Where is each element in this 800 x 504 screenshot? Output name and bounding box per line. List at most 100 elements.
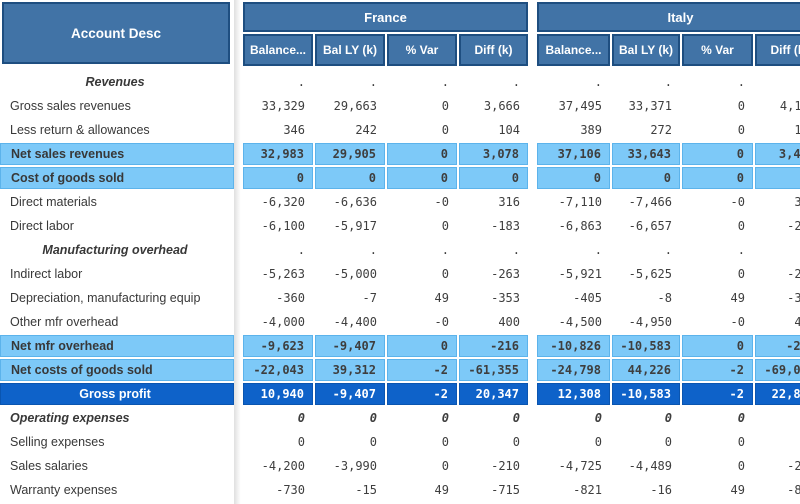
cell-france-pct-var: 0 — [387, 335, 457, 357]
column-group-italy: Italy Balance... Bal LY (k) % Var Diff (… — [537, 2, 800, 66]
cell-france-diff: -61,355 — [459, 359, 528, 381]
col-header-france-balance[interactable]: Balance... — [243, 34, 313, 66]
cell-france-diff: . — [512, 243, 520, 257]
group-header-italy[interactable]: Italy — [537, 2, 800, 32]
cell-italy-bal-ly: 33,371 — [628, 99, 672, 113]
row-label[interactable]: Net mfr overhead — [0, 335, 234, 357]
cell-italy-balance: 0 — [594, 411, 602, 425]
row-label[interactable]: Depreciation, manufacturing equip — [10, 291, 201, 305]
table-row[interactable]: Manufacturing overhead . . . . . . . . — [0, 238, 800, 262]
cell-italy-balance: 0 — [594, 435, 602, 449]
cell-italy-balance: 37,106 — [537, 143, 610, 165]
row-label[interactable]: Less return & allowances — [10, 123, 150, 137]
cell-italy-bal-ly: -4,950 — [628, 315, 672, 329]
italy-subheader-row: Balance... Bal LY (k) % Var Diff (k) — [537, 34, 800, 66]
cell-france-balance: 10,940 — [243, 383, 313, 405]
table-row[interactable]: Indirect labor -5,263 -5,000 0 -263 -5,9… — [0, 262, 800, 286]
cell-france-balance: -9,623 — [243, 335, 313, 357]
cell-france-balance: -360 — [276, 291, 305, 305]
cell-italy-diff: -805 — [787, 483, 800, 497]
cell-france-diff: -715 — [491, 483, 520, 497]
col-header-france-bal-ly[interactable]: Bal LY (k) — [315, 34, 385, 66]
pivot-body: Revenues . . . . . . . . Gross sales rev… — [0, 70, 800, 502]
table-row[interactable]: Sales salaries -4,200 -3,990 0 -210 -4,7… — [0, 454, 800, 478]
cell-france-diff: 0 — [512, 435, 520, 449]
cell-italy-bal-ly: -7,466 — [628, 195, 672, 209]
row-label[interactable]: Gross profit — [0, 383, 234, 405]
row-label[interactable]: Net costs of goods sold — [0, 359, 234, 381]
cell-italy-pct-var: 0 — [737, 219, 745, 233]
table-row[interactable]: Selling expenses 0 0 0 0 0 0 0 0 — [0, 430, 800, 454]
cell-italy-diff: 4,124 — [779, 99, 800, 113]
cell-italy-pct-var: -2 — [682, 383, 753, 405]
row-label[interactable]: Net sales revenues — [0, 143, 234, 165]
cell-italy-bal-ly: -5,625 — [628, 267, 672, 281]
row-label[interactable]: Direct labor — [10, 219, 74, 233]
cell-france-bal-ly: 0 — [369, 435, 377, 449]
table-row[interactable]: Depreciation, manufacturing equip -360 -… — [0, 286, 800, 310]
col-header-italy-pct-var[interactable]: % Var — [682, 34, 753, 66]
cell-france-balance: -5,263 — [261, 267, 305, 281]
cell-italy-pct-var: -2 — [682, 359, 753, 381]
cell-italy-diff: 0 — [755, 406, 800, 430]
row-label[interactable]: Other mfr overhead — [10, 315, 119, 329]
cell-italy-pct-var: -0 — [730, 315, 745, 329]
cell-italy-bal-ly: . — [664, 75, 672, 89]
cell-italy-diff: . — [755, 70, 800, 94]
row-label[interactable]: Operating expenses — [10, 411, 130, 425]
row-label[interactable]: Warranty expenses — [10, 483, 118, 497]
cell-france-bal-ly: -7 — [362, 291, 377, 305]
col-header-italy-bal-ly[interactable]: Bal LY (k) — [612, 34, 680, 66]
cell-italy-pct-var: 0 — [737, 459, 745, 473]
row-label[interactable]: Indirect labor — [10, 267, 83, 281]
pivot-header: Account Desc France Balance... Bal LY (k… — [0, 0, 800, 68]
row-label[interactable]: Cost of goods sold — [0, 167, 234, 189]
cell-italy-balance: -7,110 — [558, 195, 602, 209]
cell-france-bal-ly: -15 — [355, 483, 377, 497]
table-row[interactable]: Net mfr overhead -9,623 -9,407 0 -216 -1… — [0, 334, 800, 358]
table-row[interactable]: Revenues . . . . . . . . — [0, 70, 800, 94]
cell-france-balance: -6,100 — [261, 219, 305, 233]
row-label[interactable]: Direct materials — [10, 195, 97, 209]
row-label[interactable]: Gross sales revenues — [10, 99, 131, 113]
table-row[interactable]: Net sales revenues 32,983 29,905 0 3,078… — [0, 142, 800, 166]
table-row[interactable]: Cost of goods sold 0 0 0 0 0 0 0 0 — [0, 166, 800, 190]
cell-france-bal-ly: -3,990 — [333, 459, 377, 473]
cell-france-pct-var: 0 — [441, 99, 449, 113]
col-header-italy-diff[interactable]: Diff (k) — [755, 34, 800, 66]
row-label[interactable]: Sales salaries — [10, 459, 88, 473]
france-subheader-row: Balance... Bal LY (k) % Var Diff (k) — [243, 34, 528, 66]
cell-france-diff: -210 — [491, 459, 520, 473]
cell-italy-balance: 37,495 — [558, 99, 602, 113]
table-row[interactable]: Other mfr overhead -4,000 -4,400 -0 400 … — [0, 310, 800, 334]
table-row[interactable]: Direct materials -6,320 -6,636 -0 316 -7… — [0, 190, 800, 214]
cell-france-pct-var: 0 — [441, 219, 449, 233]
cell-france-balance: 346 — [283, 123, 305, 137]
table-row[interactable]: Warranty expenses -730 -15 49 -715 -821 … — [0, 478, 800, 502]
group-header-france[interactable]: France — [243, 2, 528, 32]
col-header-france-pct-var[interactable]: % Var — [387, 34, 457, 66]
col-header-italy-balance[interactable]: Balance... — [537, 34, 610, 66]
row-label[interactable]: Manufacturing overhead — [42, 243, 188, 257]
table-row[interactable]: Net costs of goods sold -22,043 39,312 -… — [0, 358, 800, 382]
table-row[interactable]: Gross sales revenues 33,329 29,663 0 3,6… — [0, 94, 800, 118]
corner-header-account-desc[interactable]: Account Desc — [2, 2, 230, 64]
cell-italy-diff: 356 — [794, 195, 800, 209]
col-header-france-diff[interactable]: Diff (k) — [459, 34, 528, 66]
table-row[interactable]: Gross profit 10,940 -9,407 -2 20,347 12,… — [0, 382, 800, 406]
cell-france-pct-var: 0 — [441, 459, 449, 473]
cell-italy-balance: 389 — [580, 123, 602, 137]
cell-france-balance: 32,983 — [243, 143, 313, 165]
cell-france-balance: -730 — [276, 483, 305, 497]
row-label[interactable]: Selling expenses — [10, 435, 105, 449]
cell-italy-pct-var: 0 — [682, 335, 753, 357]
row-label[interactable]: Revenues — [85, 75, 145, 89]
cell-italy-diff: 117 — [794, 123, 800, 137]
table-row[interactable]: Operating expenses 0 0 0 0 0 0 0 0 — [0, 406, 800, 430]
cell-italy-bal-ly: -4,489 — [628, 459, 672, 473]
table-row[interactable]: Less return & allowances 346 242 0 104 3… — [0, 118, 800, 142]
table-row[interactable]: Direct labor -6,100 -5,917 0 -183 -6,863… — [0, 214, 800, 238]
cell-italy-diff: 0 — [755, 167, 800, 189]
cell-france-bal-ly: 29,663 — [333, 99, 377, 113]
column-group-france: France Balance... Bal LY (k) % Var Diff … — [243, 2, 528, 66]
